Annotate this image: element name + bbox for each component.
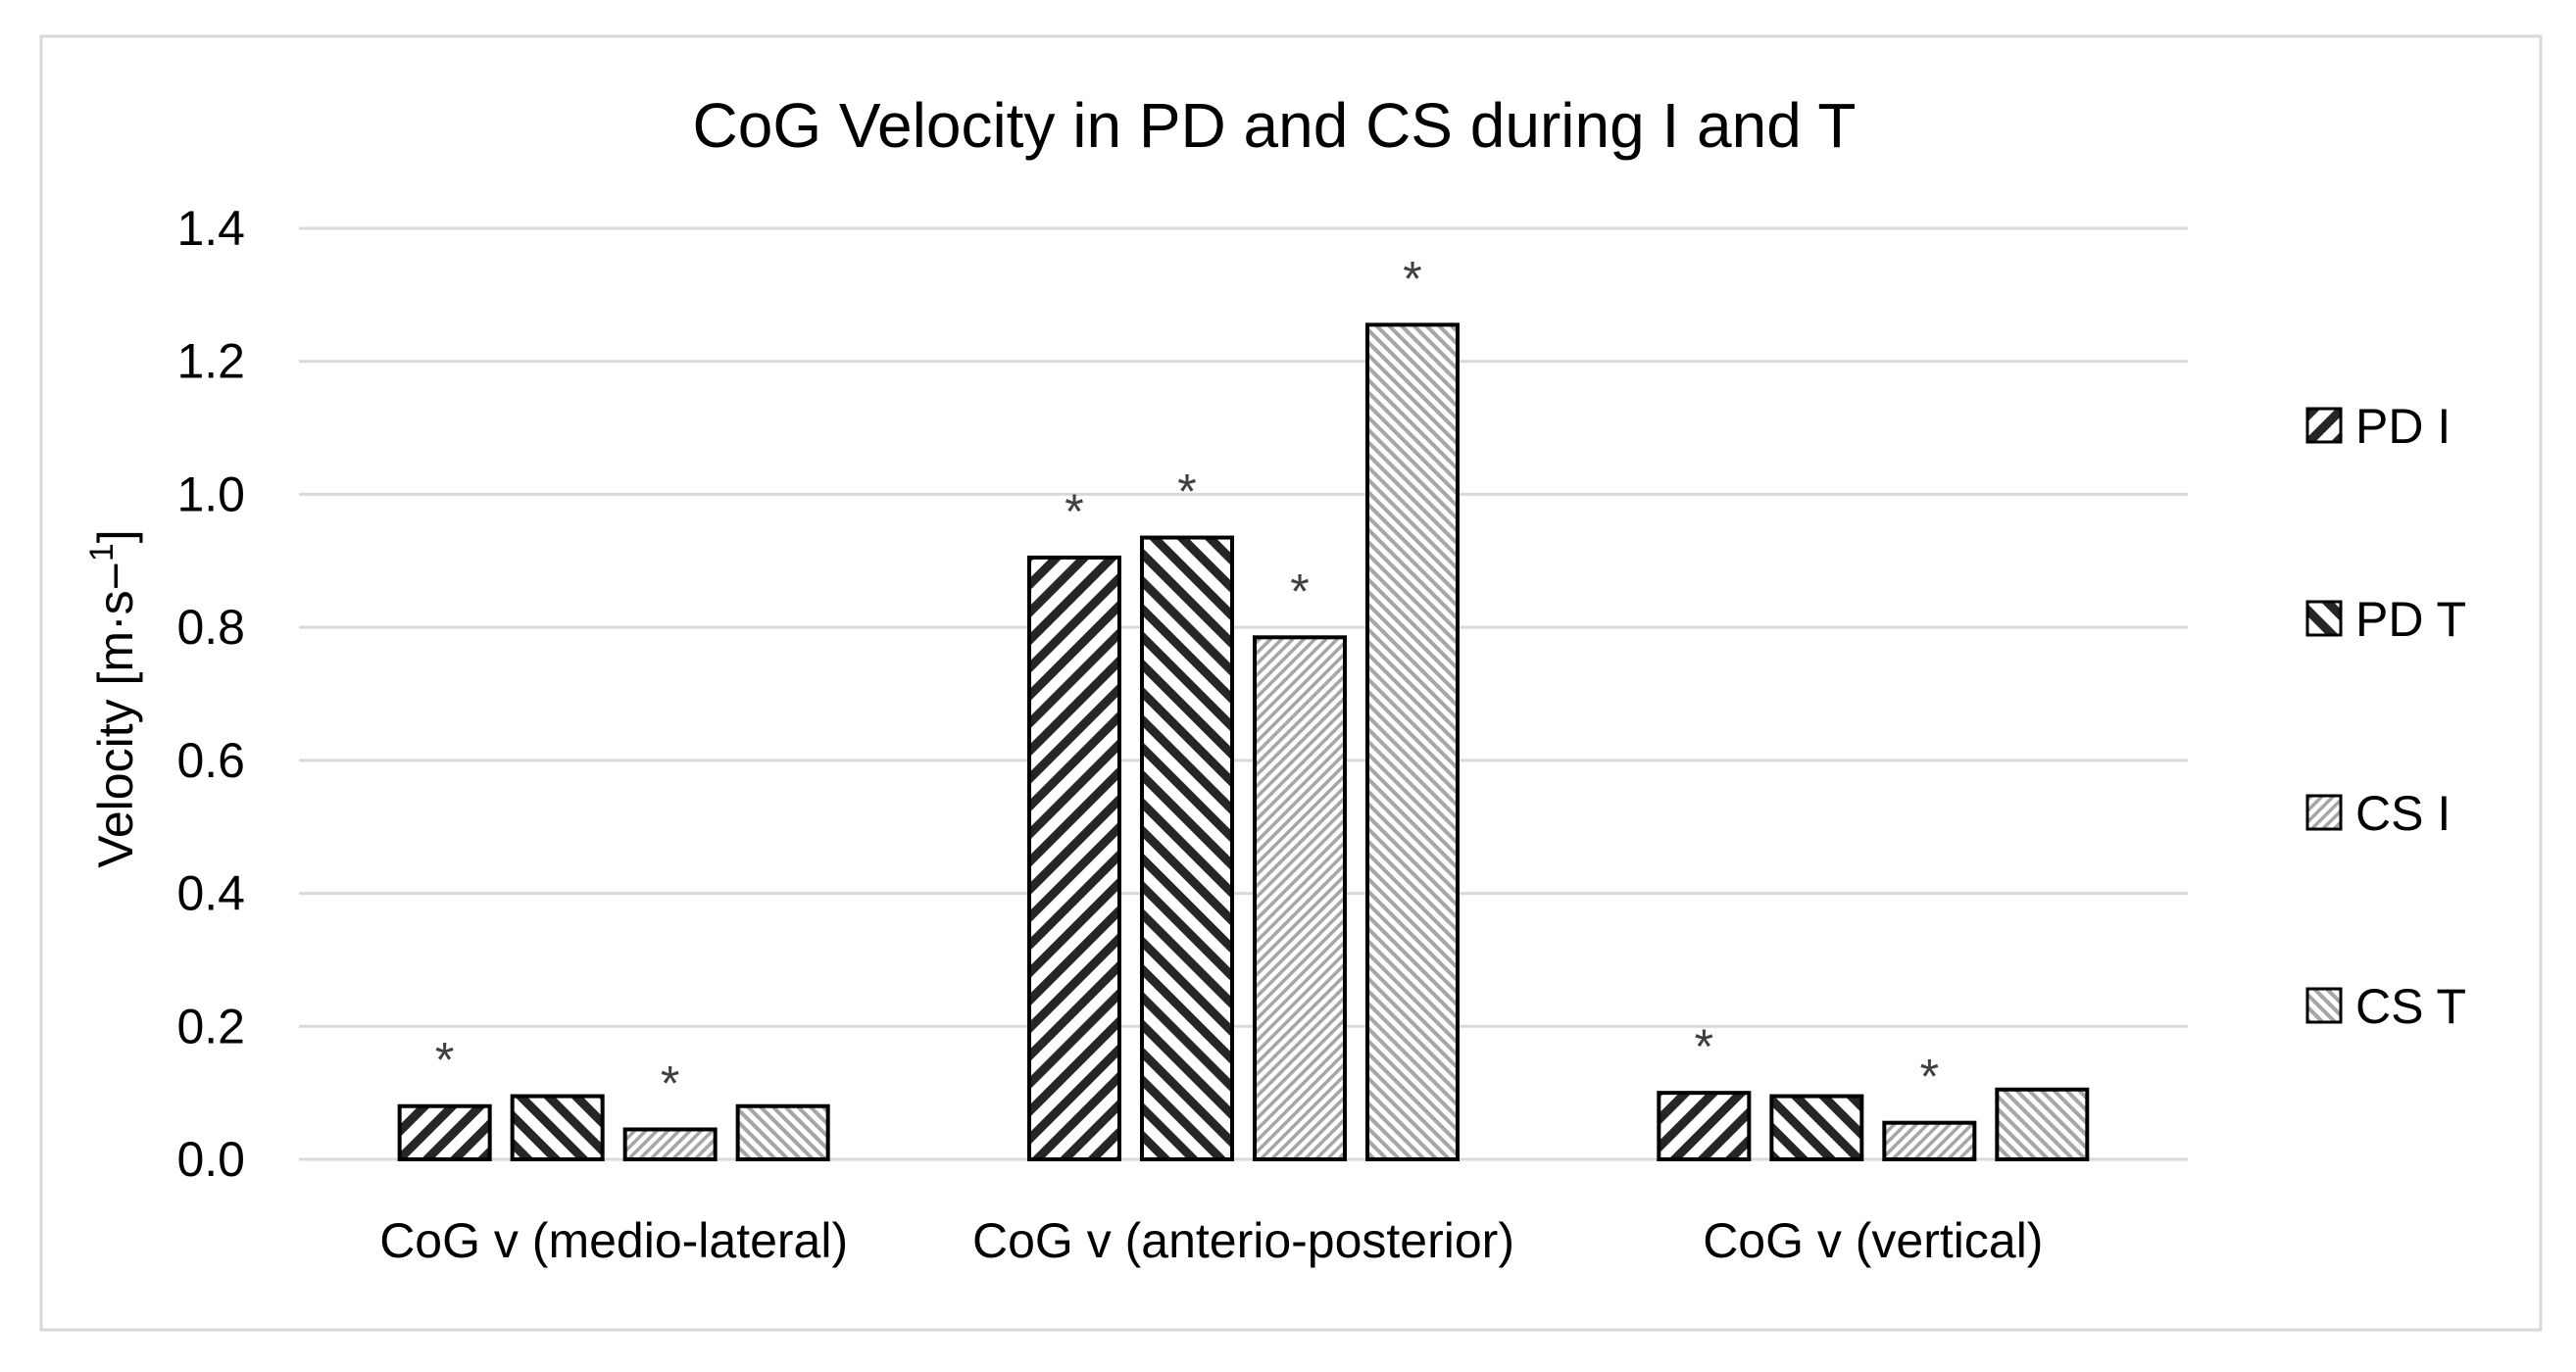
bar-pd-i [1027, 555, 1121, 1161]
gridlines [299, 226, 2188, 1161]
x-category-label: CoG v (medio-lateral) [379, 1213, 848, 1268]
y-tick-label: 0.6 [176, 733, 245, 788]
bar-cs-i [1882, 1120, 1977, 1162]
bar-pd-i [397, 1103, 492, 1161]
x-category-label: CoG v (vertical) [1703, 1213, 2043, 1268]
y-tick-label: 0.0 [176, 1132, 245, 1187]
significance-marker: * [1920, 1050, 1939, 1104]
legend-swatch-cs-t [2305, 987, 2343, 1024]
y-axis-label: Velocity [m·s−1] [83, 529, 143, 867]
legend: PD I PD T CS I CS T [2305, 399, 2466, 1034]
legend-label: CS I [2355, 786, 2451, 841]
significance-markers: * * * * * * * * [435, 251, 1939, 1110]
significance-marker: * [1065, 484, 1083, 539]
bar-cs-t [1995, 1087, 2090, 1161]
bar-pd-t [1140, 535, 1234, 1161]
y-tick-label: 0.8 [176, 600, 245, 655]
legend-label: PD I [2355, 399, 2451, 454]
y-tick-label: 0.4 [176, 866, 245, 921]
legend-label: CS T [2355, 979, 2466, 1034]
legend-swatch-cs-i [2305, 794, 2343, 831]
bar-cs-i [1253, 635, 1347, 1161]
bar-cs-i [622, 1127, 718, 1161]
significance-marker: * [1290, 564, 1309, 618]
y-axis-ticks: 0.0 0.2 0.4 0.6 0.8 1.0 1.2 1.4 [176, 201, 245, 1187]
significance-marker: * [435, 1033, 454, 1088]
y-tick-label: 1.2 [176, 334, 245, 389]
bars [397, 322, 2090, 1162]
legend-swatch-pd-i [2305, 407, 2343, 444]
significance-marker: * [1177, 465, 1196, 519]
bar-cs-t [735, 1103, 830, 1161]
legend-swatch-pd-t [2305, 600, 2343, 637]
significance-marker: * [661, 1055, 679, 1110]
legend-label: PD T [2355, 592, 2466, 647]
bar-pd-i [1657, 1091, 1752, 1161]
y-axis-label-superscript: 1 [83, 543, 121, 562]
x-axis-categories: CoG v (medio-lateral) CoG v (anterio-post… [379, 1213, 2043, 1268]
significance-marker: * [1403, 251, 1421, 306]
bar-pd-t [510, 1094, 605, 1162]
bar-pd-t [1769, 1094, 1864, 1162]
y-tick-label: 0.2 [176, 999, 245, 1054]
x-category-label: CoG v (anterio-posterior) [972, 1213, 1514, 1268]
significance-marker: * [1695, 1019, 1713, 1074]
chart-title: CoG Velocity in PD and CS during I and T [693, 90, 1857, 161]
y-tick-label: 1.0 [176, 466, 245, 521]
y-axis-label-main: Velocity [m·s− [88, 562, 143, 868]
y-tick-label: 1.4 [176, 201, 245, 256]
bar-cs-t [1365, 322, 1460, 1161]
y-axis-label-end: ] [88, 529, 143, 543]
